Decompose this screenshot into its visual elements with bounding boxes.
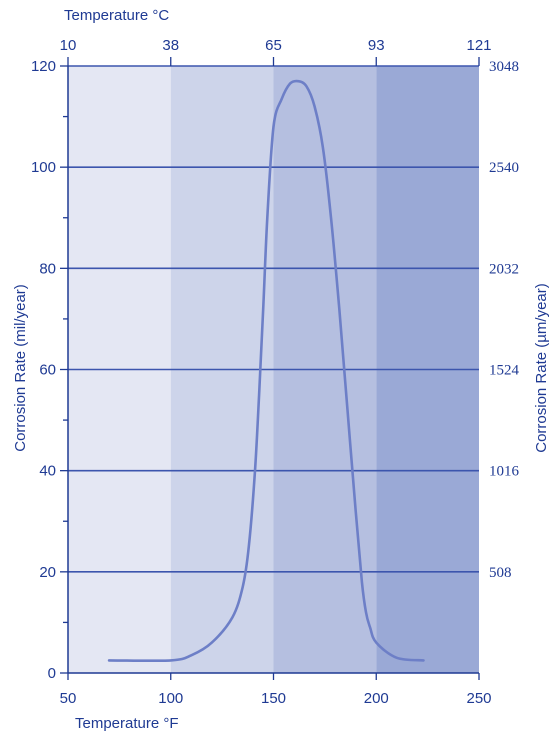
x2-tick-label-3: 93: [368, 37, 385, 54]
y-tick-label-1: 20: [39, 564, 56, 581]
y2-tick-label-5: 3048: [489, 59, 519, 75]
y-tick-label-5: 100: [31, 159, 56, 176]
y-tick-label-6: 120: [31, 58, 56, 75]
x2-tick-label-2: 65: [265, 37, 282, 54]
y-tick-label-0: 0: [48, 665, 56, 682]
x-tick-label-2: 150: [261, 690, 286, 707]
y-tick-label-2: 40: [39, 463, 56, 480]
tick-labels: 0 20 40 60 80 100 120 508 1016 1524 2032 2540 3048 50…: [31, 37, 520, 707]
y-tick-label-4: 80: [39, 260, 56, 277]
x-tick-label-3: 200: [364, 690, 389, 707]
y-tick-label-3: 60: [39, 362, 56, 379]
y2-tick-label-1: 1016: [489, 464, 520, 480]
y2-tick-label-4: 2540: [489, 160, 519, 176]
x-tick-label-4: 250: [466, 690, 491, 707]
x-tick-label-1: 100: [158, 690, 183, 707]
y2-tick-label-2: 1524: [489, 363, 520, 379]
x2-tick-label-4: 121: [466, 37, 491, 54]
series-layer: [107, 79, 425, 663]
x-axis-title: Temperature °F: [75, 715, 179, 732]
y2-axis-title: Corrosion Rate (µm/year): [533, 283, 550, 453]
x2-tick-label-0: 10: [60, 37, 77, 54]
ticks: [60, 57, 480, 680]
y2-tick-label-0: 508: [489, 565, 512, 581]
x-tick-label-0: 50: [60, 690, 77, 707]
y2-tick-label-3: 2032: [489, 261, 519, 277]
y-axis-title: Corrosion Rate (mil/year): [12, 284, 29, 452]
x2-tick-label-1: 38: [162, 37, 179, 54]
x2-axis-title: Temperature °C: [64, 7, 169, 24]
series-line-0: [107, 79, 425, 663]
